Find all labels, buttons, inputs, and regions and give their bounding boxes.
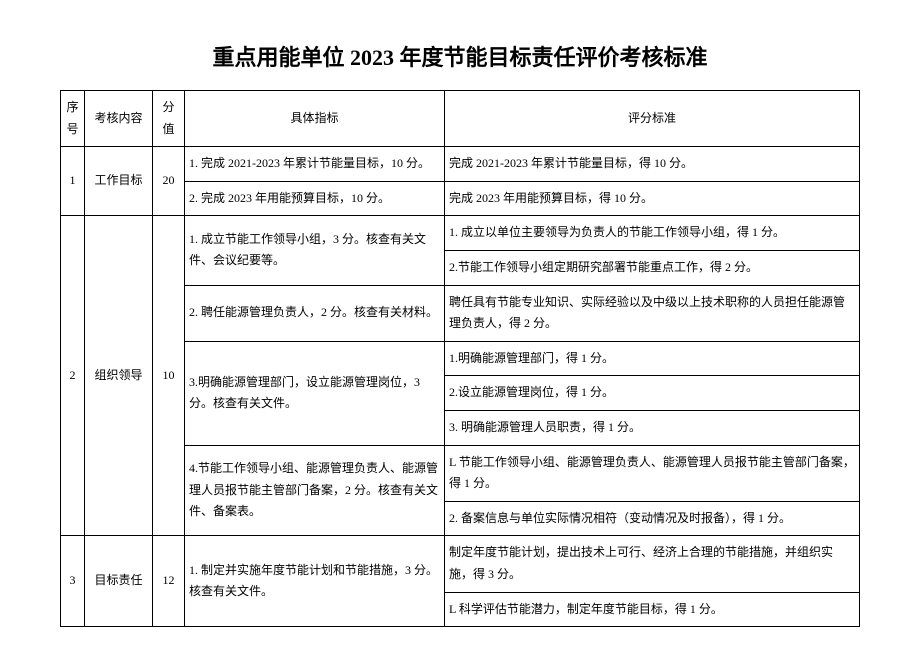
cell-indicator: 1. 制定并实施年度节能计划和节能措施，3 分。核查有关文件。 <box>185 536 445 627</box>
cell-standard: L 节能工作领导小组、能源管理负责人、能源管理人员报节能主管部门备案，得 1 分… <box>445 445 860 501</box>
cell-standard: 1.明确能源管理部门，得 1 分。 <box>445 341 860 376</box>
cell-standard: L 科学评估节能潜力，制定年度节能目标，得 1 分。 <box>445 592 860 627</box>
cell-indicator: 3.明确能源管理部门，设立能源管理岗位，3 分。核查有关文件。 <box>185 341 445 445</box>
cell-standard: 3. 明确能源管理人员职责，得 1 分。 <box>445 410 860 445</box>
cell-standard: 聘任具有节能专业知识、实际经验以及中级以上技术职称的人员担任能源管理负责人，得 … <box>445 285 860 341</box>
cell-standard: 完成 2021-2023 年累计节能量目标，得 10 分。 <box>445 147 860 182</box>
cell-item: 组织领导 <box>85 216 153 536</box>
cell-indicator: 4.节能工作领导小组、能源管理负责人、能源管理人员报节能主管部门备案，2 分。核… <box>185 445 445 536</box>
cell-standard: 制定年度节能计划，提出技术上可行、经济上合理的节能措施，并组织实施，得 3 分。 <box>445 536 860 592</box>
cell-indicator: 2. 完成 2023 年用能预算目标，10 分。 <box>185 181 445 216</box>
cell-seq: 3 <box>61 536 85 627</box>
th-standard: 评分标准 <box>445 91 860 147</box>
page-title: 重点用能单位 2023 年度节能目标责任评价考核标准 <box>60 40 860 72</box>
cell-standard: 完成 2023 年用能预算目标，得 10 分。 <box>445 181 860 216</box>
cell-item: 目标责任 <box>85 536 153 627</box>
cell-score: 10 <box>153 216 185 536</box>
th-indicator: 具体指标 <box>185 91 445 147</box>
cell-indicator: 1. 完成 2021-2023 年累计节能量目标，10 分。 <box>185 147 445 182</box>
cell-indicator: 2. 聘任能源管理负责人，2 分。核查有关材料。 <box>185 285 445 341</box>
th-seq: 序号 <box>61 91 85 147</box>
cell-score: 20 <box>153 147 185 216</box>
assessment-table: 序号 考核内容 分值 具体指标 评分标准 1 工作目标 20 1. 完成 202… <box>60 90 860 627</box>
cell-seq: 1 <box>61 147 85 216</box>
th-score: 分值 <box>153 91 185 147</box>
cell-item: 工作目标 <box>85 147 153 216</box>
cell-standard: 2. 备案信息与单位实际情况相符（变动情况及时报备），得 1 分。 <box>445 501 860 536</box>
cell-standard: 1. 成立以单位主要领导为负责人的节能工作领导小组，得 1 分。 <box>445 216 860 251</box>
cell-standard: 2.设立能源管理岗位，得 1 分。 <box>445 376 860 411</box>
cell-seq: 2 <box>61 216 85 536</box>
cell-score: 12 <box>153 536 185 627</box>
th-item: 考核内容 <box>85 91 153 147</box>
cell-standard: 2.节能工作领导小组定期研究部署节能重点工作，得 2 分。 <box>445 250 860 285</box>
cell-indicator: 1. 成立节能工作领导小组，3 分。核查有关文件、会议纪要等。 <box>185 216 445 285</box>
